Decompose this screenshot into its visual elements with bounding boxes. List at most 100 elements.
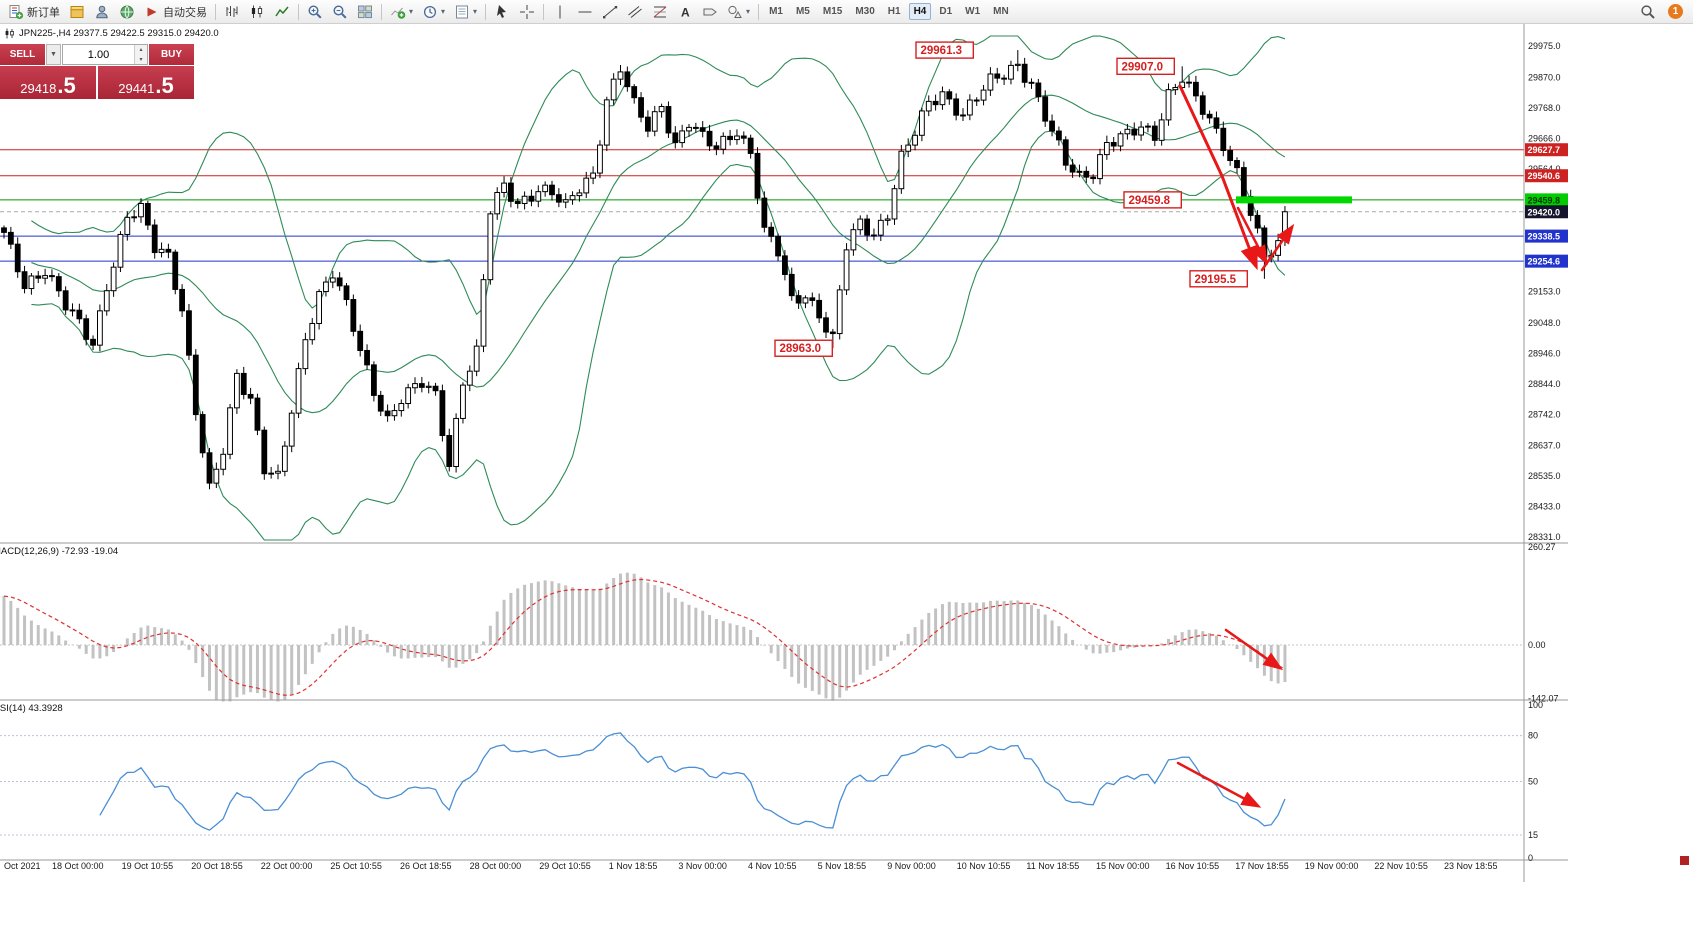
svg-text:3 Nov 00:00: 3 Nov 00:00: [678, 861, 727, 871]
bar-chart-button[interactable]: [220, 2, 244, 22]
svg-text:29153.0: 29153.0: [1528, 287, 1561, 297]
timeframe-m30[interactable]: M30: [855, 6, 875, 17]
buy-price-button[interactable]: 29441.5: [98, 66, 194, 99]
label-tool-button[interactable]: [698, 2, 722, 22]
trend-arrow[interactable]: [1260, 223, 1295, 272]
trend-arrow[interactable]: [1178, 84, 1258, 271]
price-annotation[interactable]: 29907.0: [1116, 57, 1175, 76]
macd-histogram: [2, 572, 1287, 702]
tile-windows-icon: [358, 5, 372, 18]
crate-icon: [70, 5, 84, 18]
line-chart-icon: [275, 6, 289, 16]
order-type-dropdown[interactable]: ▼: [46, 44, 61, 65]
vertical-line-icon: [559, 5, 561, 18]
svg-text:29195.5: 29195.5: [1195, 274, 1237, 286]
mini-chart-icon: [5, 28, 14, 39]
timeframe-mn[interactable]: MN: [993, 6, 1009, 17]
buy-button[interactable]: BUY: [149, 44, 194, 65]
svg-text:15 Nov 00:00: 15 Nov 00:00: [1096, 861, 1150, 871]
crosshair-button[interactable]: [515, 2, 539, 22]
volume-stepper: ▴ ▾: [134, 45, 147, 64]
svg-text:28637.0: 28637.0: [1528, 441, 1561, 451]
auto-trading-button[interactable]: 自动交易: [140, 2, 211, 22]
svg-text:29338.5: 29338.5: [1528, 232, 1561, 242]
chevron-down-icon: ▾: [473, 6, 478, 16]
new-order-button[interactable]: 新订单: [4, 2, 64, 22]
bollinger-upper-band: [31, 35, 1286, 316]
timeframe-h1[interactable]: H1: [887, 6, 901, 17]
svg-text:0.00: 0.00: [1528, 640, 1546, 650]
trend-arrow[interactable]: [1236, 206, 1268, 266]
toolbar-separator: [298, 3, 299, 20]
search-icon: [1641, 4, 1655, 19]
trend-arrow[interactable]: [1224, 628, 1284, 671]
bollinger-lower-band: [31, 130, 1286, 541]
fibonacci-tool-button[interactable]: [648, 2, 672, 22]
trend-arrow[interactable]: [1176, 761, 1262, 808]
sell-button[interactable]: SELL: [0, 44, 45, 65]
templates-button[interactable]: ▾: [450, 2, 481, 22]
horizontal-line-icon: [578, 11, 592, 12]
candlestick-icon: [251, 5, 263, 18]
candlestick-chart-button[interactable]: [245, 2, 269, 22]
new-order-label: 新订单: [27, 6, 60, 19]
price-tag: [1525, 205, 1568, 219]
svg-text:1 Nov 18:55: 1 Nov 18:55: [609, 861, 658, 871]
toolbar-separator: [381, 3, 382, 20]
timeframe-m5[interactable]: M5: [795, 6, 810, 17]
price-annotation[interactable]: 29961.3: [915, 41, 974, 59]
volume-down-button[interactable]: ▾: [135, 54, 147, 64]
price-annotation[interactable]: 29459.8: [1123, 191, 1182, 209]
toolbar-separator: [485, 3, 487, 20]
periods-button[interactable]: ▾: [418, 2, 449, 22]
svg-text:28844.0: 28844.0: [1528, 379, 1561, 389]
timeframe-m15[interactable]: M15: [822, 6, 843, 17]
timeframe-m1[interactable]: M1: [769, 6, 783, 17]
macd-label: MACD(12,26,9) -72.93 -19.04: [0, 546, 119, 557]
chart-canvas[interactable]: 29975.0 29870.0 29768.0 29666.0 29564.0 29153…: [0, 24, 1568, 882]
timeframe-d1[interactable]: D1: [939, 6, 953, 17]
svg-text:28433.0: 28433.0: [1528, 502, 1561, 512]
notifications-badge[interactable]: 1: [1668, 4, 1683, 19]
timeframe-w1[interactable]: W1: [965, 6, 981, 17]
svg-text:29564.0: 29564.0: [1528, 164, 1561, 174]
svg-text:15: 15: [1528, 830, 1538, 840]
svg-text:28963.0: 28963.0: [780, 343, 822, 355]
svg-text:-142.07: -142.07: [1528, 693, 1559, 703]
zoom-in-button[interactable]: [303, 2, 327, 22]
trendline-tool-button[interactable]: [598, 2, 622, 22]
svg-text:29459.8: 29459.8: [1129, 195, 1171, 207]
sell-price-button[interactable]: 29418.5: [0, 66, 96, 99]
price-annotation[interactable]: 28963.0: [774, 339, 833, 357]
zoom-out-button[interactable]: [328, 2, 352, 22]
svg-text:28742.0: 28742.0: [1528, 409, 1561, 419]
svg-text:260.27: 260.27: [1528, 542, 1556, 552]
timeframe-h4[interactable]: H4: [908, 3, 932, 20]
svg-text:29254.6: 29254.6: [1528, 257, 1561, 267]
svg-text:29666.0: 29666.0: [1528, 133, 1561, 143]
svg-text:29768.0: 29768.0: [1528, 103, 1561, 113]
tile-windows-button[interactable]: [353, 2, 377, 22]
volume-input[interactable]: [63, 45, 134, 64]
volume-up-button[interactable]: ▴: [135, 45, 147, 55]
candles: [1, 50, 1288, 490]
channel-tool-button[interactable]: [623, 2, 647, 22]
metaeditor-button[interactable]: [65, 2, 89, 22]
shapes-tool-button[interactable]: ▾: [723, 2, 754, 22]
rsi-label: RSI(14) 43.3928: [0, 703, 63, 714]
profile-button[interactable]: [90, 2, 114, 22]
vertical-line-tool-button[interactable]: [548, 2, 572, 22]
price-annotation[interactable]: 29195.5: [1189, 270, 1248, 288]
text-tool-button[interactable]: A: [673, 2, 697, 22]
toolbar-separator: [215, 3, 216, 20]
toolbar-separator: [758, 3, 760, 20]
fibonacci-icon: [653, 6, 667, 17]
price-tag: [1525, 169, 1568, 183]
label-icon: [703, 8, 717, 15]
line-chart-button[interactable]: [270, 2, 294, 22]
indicators-button[interactable]: ▾: [386, 2, 417, 22]
horizontal-line-tool-button[interactable]: [573, 2, 597, 22]
search-button[interactable]: [1636, 2, 1660, 22]
cursor-button[interactable]: [490, 2, 514, 22]
community-button[interactable]: [115, 2, 139, 22]
